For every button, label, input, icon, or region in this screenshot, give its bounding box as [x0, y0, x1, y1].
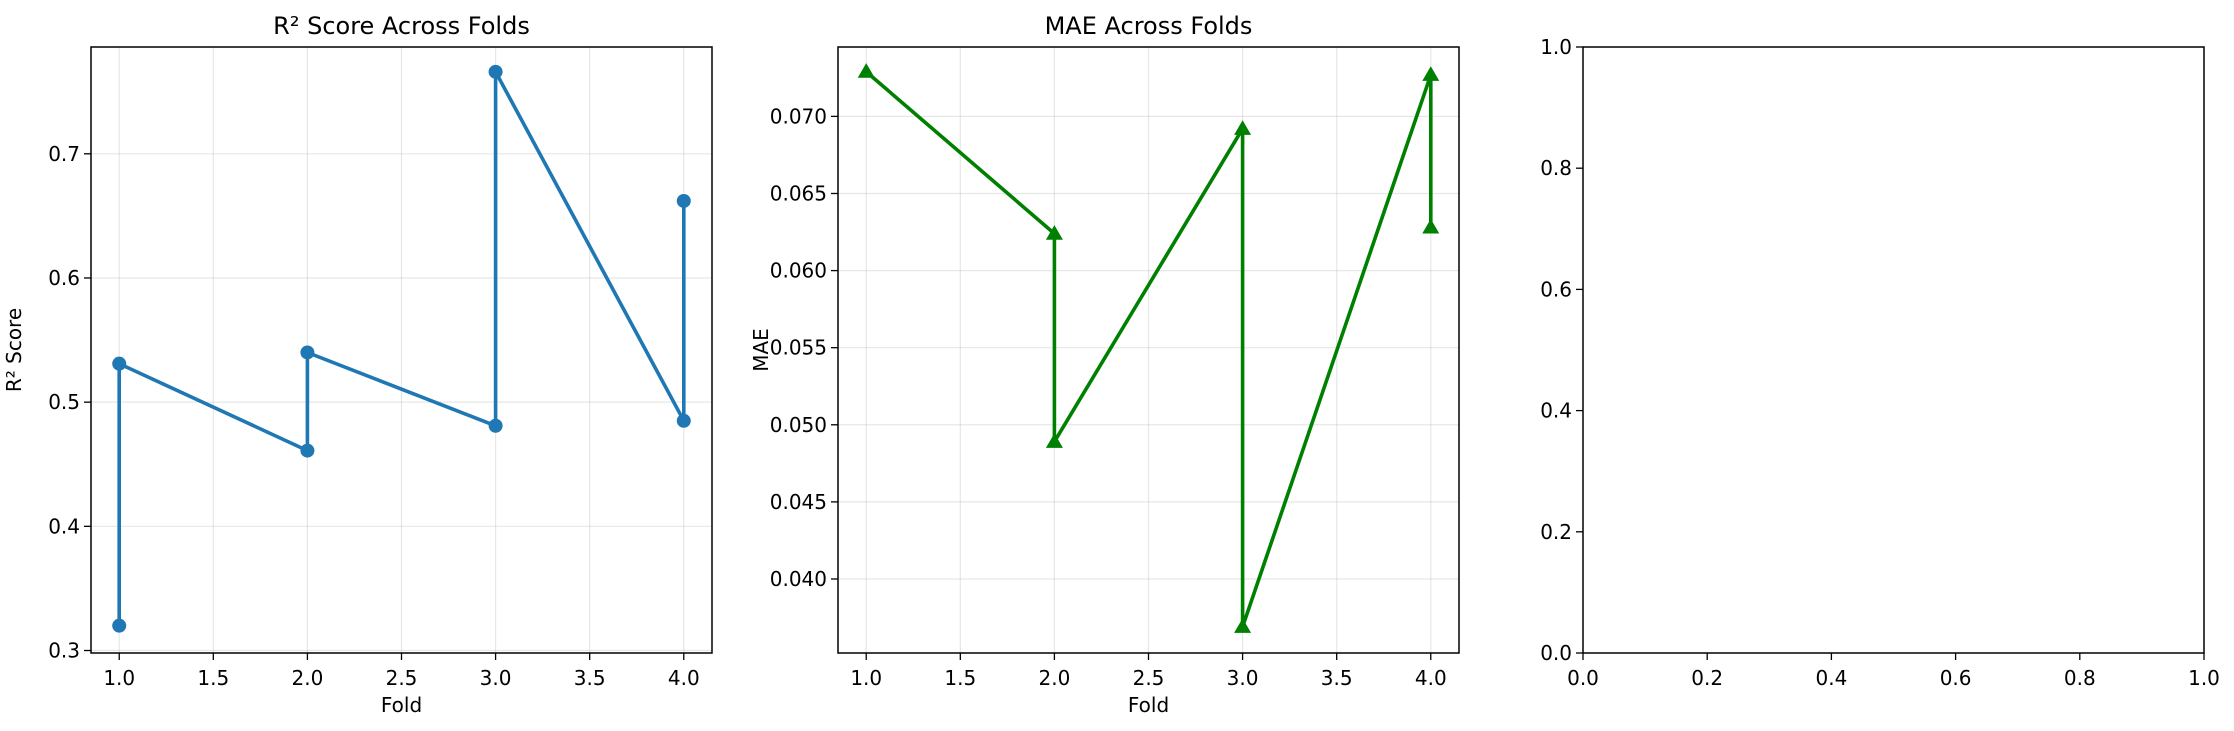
y-tick-label: 1.0	[1540, 35, 1572, 59]
y-tick-label: 0.4	[48, 514, 80, 538]
chart-title: MAE Across Folds	[1045, 12, 1253, 40]
data-point	[112, 356, 127, 371]
y-tick-label: 0.6	[1540, 277, 1572, 301]
y-tick-label: 0.3	[48, 639, 80, 663]
x-tick-label: 2.0	[292, 666, 324, 690]
data-point	[300, 443, 315, 458]
y-axis-label: MAE	[749, 328, 773, 372]
x-tick-label: 2.5	[386, 666, 418, 690]
x-axis-label: Fold	[1128, 693, 1169, 717]
data-point	[1422, 66, 1440, 81]
y-tick-label: 0.070	[770, 104, 827, 128]
data-point	[1422, 218, 1440, 234]
chart-title: R² Score Across Folds	[273, 12, 530, 40]
y-tick-label: 0.8	[1540, 156, 1572, 180]
y-tick-label: 0.050	[770, 413, 827, 437]
x-tick-label: 1.0	[103, 666, 135, 690]
x-tick-label: 3.5	[1321, 666, 1353, 690]
y-tick-label: 0.4	[1540, 399, 1572, 423]
y-tick-label: 0.060	[770, 259, 827, 283]
x-tick-label: 3.5	[574, 666, 606, 690]
x-tick-label: 1.5	[944, 666, 976, 690]
data-point	[112, 618, 127, 633]
x-tick-label: 3.0	[480, 666, 512, 690]
data-point	[857, 63, 875, 78]
data-point	[1234, 618, 1252, 633]
data-point	[488, 418, 503, 433]
data-point	[1045, 225, 1063, 240]
x-tick-label: 2.0	[1039, 666, 1071, 690]
axes-frame	[1582, 46, 2205, 654]
x-tick-label: 4.0	[1415, 666, 1447, 690]
y-tick-label: 0.0	[1540, 641, 1572, 665]
data-point	[300, 345, 315, 360]
x-tick-label: 0.0	[1567, 666, 1599, 690]
x-tick-label: 3.0	[1227, 666, 1259, 690]
y-tick-label: 0.045	[770, 490, 827, 514]
data-point	[1234, 120, 1252, 135]
x-axis-label: Fold	[381, 693, 422, 717]
y-axis-label: R² Score	[2, 308, 26, 392]
data-point	[676, 193, 691, 208]
data-point	[1045, 433, 1063, 448]
x-tick-label: 0.2	[1691, 666, 1723, 690]
y-tick-label: 0.055	[770, 336, 827, 360]
data-point	[488, 64, 503, 79]
x-tick-label: 1.0	[2188, 666, 2220, 690]
x-tick-label: 4.0	[668, 666, 700, 690]
x-tick-label: 2.5	[1133, 666, 1165, 690]
y-tick-label: 0.5	[48, 390, 80, 414]
data-point	[676, 413, 691, 428]
x-tick-label: 1.5	[197, 666, 229, 690]
y-tick-label: 0.040	[770, 567, 827, 591]
x-tick-label: 1.0	[850, 666, 882, 690]
chart-panel-3: 0.0 0.2 0.4 0.6 0.8 1.0 0.0 0.2 0.4 0.6 0.8 1.0	[1540, 35, 2220, 690]
y-tick-label: 0.6	[48, 266, 80, 290]
y-tick-label: 0.2	[1540, 520, 1572, 544]
y-tick-label: 0.065	[770, 181, 827, 205]
chart-panel-1: 1.0 1.5 2.0 2.5 3.0 3.5 4.0 0.3 0.4 0.5 0.6 0.7 R² S…	[2, 12, 713, 717]
y-tick-label: 0.7	[48, 142, 80, 166]
series-line	[117, 70, 686, 626]
x-tick-label: 0.4	[1815, 666, 1847, 690]
chart-panel-2: 1.0 1.5 2.0 2.5 3.0 3.5 4.0 0.040 0.045 0.050 0.05…	[749, 12, 1460, 717]
axes-frame	[837, 46, 1460, 654]
x-tick-label: 0.6	[1940, 666, 1972, 690]
axes-frame	[90, 46, 713, 654]
x-tick-label: 0.8	[2064, 666, 2096, 690]
